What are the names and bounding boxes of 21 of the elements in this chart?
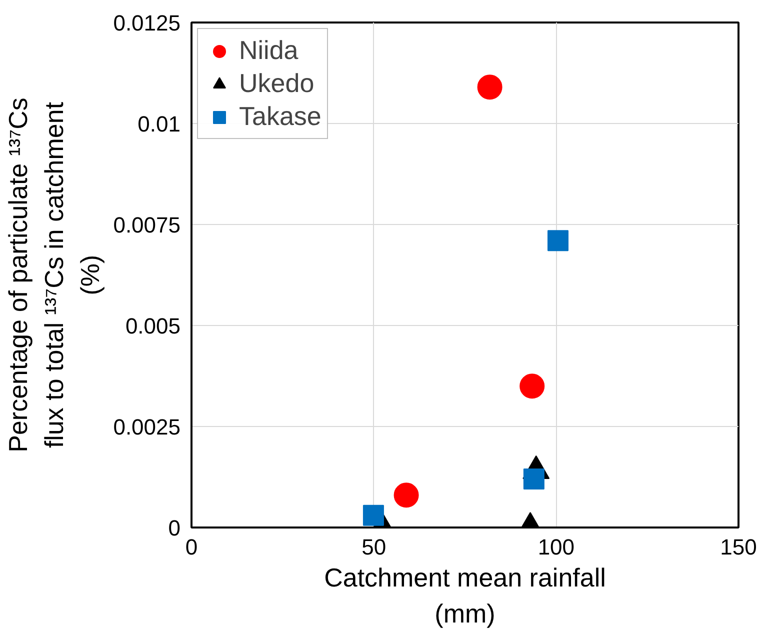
legend-label: Takase [239,101,322,132]
point [520,374,545,399]
point [547,230,568,252]
x-tick-label: 50 [362,534,386,560]
point [394,482,419,508]
legend-label: Niida [239,35,298,66]
y-tick-label: 0 [168,516,181,540]
x-tick-label: 150 [720,534,757,560]
point [523,468,544,490]
point [477,74,502,100]
x-tick-label: 100 [538,534,575,560]
y-tick-label: 0.01 [138,112,181,136]
y-axis-title: Percentage of particulate ¹³⁷Cs flux to total ¹³⁷Cs in catchment (%) [3,98,106,452]
y-tick-label: 0.0075 [113,212,181,238]
y-tick-label: 0.0025 [113,414,181,440]
y-tick-label: 0.0125 [113,10,181,36]
y-tick-label: 0.005 [125,314,181,338]
point [362,504,384,526]
x-tick-label: 0 [185,534,198,560]
legend-label: Ukedo [239,68,314,99]
x-axis-title: Catchment mean rainfall (mm) [324,562,606,628]
